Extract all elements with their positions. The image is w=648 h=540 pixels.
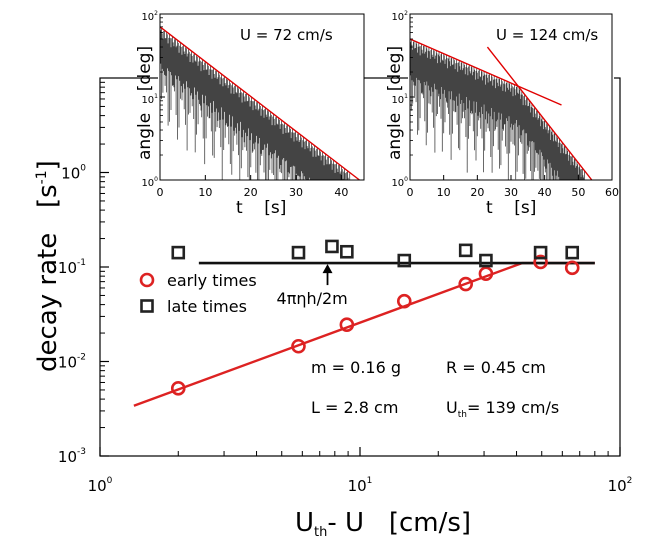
inset-x-tick-label: 30	[504, 186, 518, 199]
inset1-ylabel: angle [deg]	[135, 46, 155, 160]
data-point-late	[397, 253, 412, 268]
inset-y-tick-label: 101	[141, 93, 158, 106]
inset2-ticks: 0 10 20 30 40 50 60 100 101 102	[391, 10, 619, 199]
inset2-title: U = 124 cm/s	[496, 26, 598, 44]
data-point-early	[339, 317, 355, 333]
x-axis-label-sub: th	[314, 525, 327, 540]
y-tick-label: 10-1	[58, 258, 86, 277]
inset-x-tick-label: 20	[244, 186, 258, 199]
inset-y-tick-label: 102	[141, 10, 158, 23]
annotation: 4πηh/2m	[277, 264, 348, 308]
inset-x-tick-label: 0	[157, 186, 164, 199]
y-axis-label-sup: -1	[34, 170, 50, 184]
data-point-early	[291, 338, 306, 354]
param-r: R = 0.45 cm	[446, 358, 546, 377]
x-axis-label: Uth- U [cm/s]	[295, 508, 471, 540]
data-point-early	[478, 266, 494, 281]
inset-x-tick-label: 10	[437, 186, 451, 199]
inset-x-tick-label: 30	[289, 186, 303, 199]
inset-x-tick-label: 0	[407, 186, 414, 199]
data-point-late	[565, 245, 580, 260]
y-tick-label: 100	[61, 164, 86, 183]
envelope-line	[159, 26, 360, 181]
data-point-late	[325, 239, 339, 254]
inset-y-tick-label: 101	[391, 93, 408, 106]
inset-x-tick-label: 20	[470, 186, 484, 199]
legend-marker-late	[140, 299, 154, 313]
legend: early times late times	[139, 271, 257, 316]
data-point-late	[291, 245, 306, 260]
data-point-early	[170, 381, 186, 396]
param-u: Uth= 139 cm/s	[446, 398, 559, 420]
data-point-early	[396, 293, 412, 309]
inset-x-tick-label: 60	[605, 186, 619, 199]
inset-y-tick-label: 100	[141, 176, 158, 189]
inset-x-tick-label: 40	[538, 186, 552, 199]
param-u-main: U	[446, 398, 458, 417]
inset2-envelope	[409, 38, 593, 181]
inset-u124: 0 10 20 30 40 50 60 100 101 102 U = 124 cm/s t [s…	[385, 10, 619, 218]
inset-u72: 0 10 20 30 40 100 101 102 U = 72 cm/s t [s] ang…	[135, 10, 365, 218]
inset1-ticks: 0 10 20 30 40 100 101 102	[141, 10, 348, 199]
legend-label: late times	[167, 297, 247, 316]
y-tick-label: 10-2	[58, 353, 86, 372]
x-axis-label-rest: - U [cm/s]	[327, 508, 471, 538]
legend-marker-early	[139, 272, 155, 288]
y-axis-label-end: ]	[33, 160, 63, 170]
data-point-late	[458, 243, 473, 258]
inset1-xlabel: t [s]	[236, 198, 286, 218]
data-point-late	[340, 244, 354, 259]
param-u-rest: = 139 cm/s	[467, 398, 559, 417]
envelope-line	[409, 38, 562, 106]
inset1-title: U = 72 cm/s	[240, 26, 333, 44]
y-axis-label: decay rate [s-1]	[33, 160, 63, 372]
envelope-line	[486, 46, 593, 181]
inset1-envelope	[159, 26, 360, 181]
x-tick-label: 101	[348, 476, 373, 495]
x-tick-label: 102	[608, 476, 633, 495]
inset-x-tick-label: 50	[571, 186, 585, 199]
param-u-sub: th	[458, 410, 467, 420]
annotation-arrowhead	[322, 264, 333, 274]
data-point-early	[564, 260, 580, 276]
inset-y-tick-label: 102	[391, 10, 408, 23]
legend-label: early times	[167, 271, 257, 290]
y-axis-label-main: decay rate [s	[33, 184, 63, 372]
y-tick-label: 10-3	[58, 447, 86, 466]
data-point-early	[458, 276, 474, 292]
annotation-text: 4πηh/2m	[277, 289, 348, 308]
data-point-late	[479, 253, 493, 268]
data-point-late	[533, 245, 548, 260]
inset2-xlabel: t [s]	[486, 198, 536, 218]
param-l: L = 2.8 cm	[311, 398, 398, 417]
data-point-early	[533, 254, 548, 270]
x-axis-label-main: U	[295, 508, 314, 538]
data-point-late	[171, 245, 186, 260]
param-m: m = 0.16 g	[311, 358, 401, 377]
x-tick-label: 100	[88, 476, 113, 495]
inset-y-tick-label: 100	[391, 176, 408, 189]
inset-x-tick-label: 10	[198, 186, 212, 199]
inset-x-tick-label: 40	[334, 186, 348, 199]
inset2-ylabel: angle [deg]	[385, 46, 405, 160]
main-points	[170, 239, 580, 396]
